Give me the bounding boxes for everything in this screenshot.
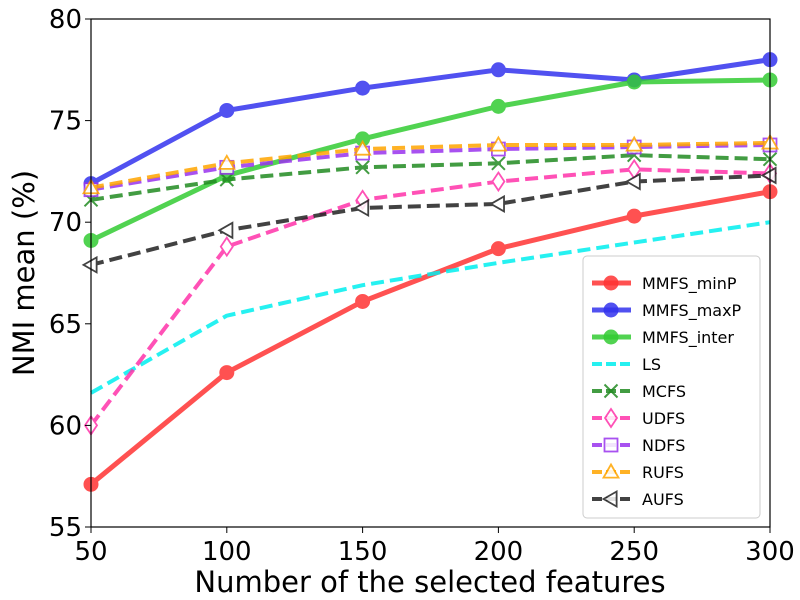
- data-point: [601, 462, 621, 479]
- series-line: [90, 220, 771, 395]
- legend-item: MMFS_minP: [592, 274, 737, 294]
- data-point: [219, 102, 235, 118]
- legend-label: MCFS: [642, 382, 686, 401]
- data-point: [603, 302, 619, 318]
- data-point: [491, 156, 506, 171]
- legend-label: AUFS: [642, 490, 684, 509]
- data-point: [355, 160, 370, 175]
- data-point: [217, 153, 236, 170]
- data-point: [219, 365, 235, 381]
- series-line: [90, 140, 771, 190]
- data-point: [489, 194, 505, 213]
- series-line: [90, 142, 771, 192]
- data-point: [626, 74, 642, 90]
- data-point: [490, 62, 506, 78]
- plot-frame: [90, 18, 771, 528]
- series-line: [89, 77, 771, 243]
- legend-label: RUFS: [642, 463, 684, 482]
- x-tick-label: 300: [745, 537, 795, 567]
- x-tick-label: 50: [74, 537, 107, 567]
- data-point: [490, 241, 506, 257]
- legend-item: NDFS: [592, 436, 685, 455]
- legend-item: UDFS: [592, 407, 685, 429]
- data-point: [81, 255, 98, 274]
- data-point: [603, 383, 619, 399]
- data-point: [219, 172, 235, 187]
- legend-label: MMFS_inter: [642, 328, 734, 348]
- data-point: [489, 135, 508, 152]
- legend-item: RUFS: [592, 462, 684, 482]
- x-tick-label: 100: [202, 537, 252, 567]
- legend-item: MMFS_maxP: [592, 301, 742, 321]
- legend-swatch-marker: [603, 383, 619, 399]
- legend-label: MMFS_maxP: [642, 301, 742, 321]
- data-point: [603, 329, 619, 345]
- legend-swatch-marker: [603, 329, 619, 345]
- x-tick-label: 200: [474, 537, 524, 567]
- x-tick-label: 250: [609, 537, 659, 567]
- x-tick-label: 150: [338, 537, 388, 567]
- legend-item: LS: [592, 355, 661, 374]
- y-tick-label: 80: [49, 5, 82, 35]
- data-point: [355, 293, 371, 309]
- data-point: [219, 235, 234, 258]
- series-line: [90, 153, 771, 202]
- series-layer: [81, 52, 780, 492]
- legend-swatch-marker: [601, 462, 621, 479]
- data-point: [626, 208, 642, 224]
- y-tick-label: 75: [49, 107, 82, 137]
- x-axis-label: Number of the selected features: [194, 565, 665, 599]
- x-axis: 50 100 150 200 250 300: [74, 527, 795, 567]
- data-point: [603, 437, 619, 453]
- data-point: [760, 166, 777, 185]
- data-point: [603, 407, 619, 429]
- data-point: [217, 221, 234, 240]
- data-point: [603, 275, 619, 291]
- legend-swatch-marker: [601, 489, 618, 509]
- data-point: [355, 80, 371, 96]
- legend-swatch-marker: [603, 275, 619, 291]
- data-point: [353, 139, 372, 156]
- data-point: [625, 135, 644, 152]
- series-ls: [90, 220, 771, 395]
- y-tick-label: 65: [49, 310, 82, 340]
- y-tick-label: 60: [49, 411, 82, 441]
- legend-swatch-marker: [603, 407, 619, 429]
- legend-swatch-marker: [603, 437, 619, 453]
- series-aufs: [81, 166, 777, 274]
- legend-item: AUFS: [592, 489, 684, 509]
- series-line: [90, 173, 771, 267]
- y-axis: 55 60 65 70 75 80: [49, 5, 91, 543]
- legend-label: UDFS: [642, 409, 685, 428]
- legend: MMFS_minP MMFS_maxP MMFS_inter LS MCFS UDFS ND…: [582, 255, 761, 519]
- legend-label: NDFS: [642, 436, 685, 455]
- legend-item: MMFS_inter: [592, 328, 734, 348]
- y-axis-label: NMI mean (%): [7, 170, 41, 376]
- legend-box: [582, 255, 761, 519]
- series-line: [89, 57, 771, 186]
- legend-swatch-marker: [603, 302, 619, 318]
- data-point: [491, 170, 506, 193]
- data-point: [353, 198, 370, 218]
- y-tick-label: 55: [49, 513, 82, 543]
- data-point: [624, 172, 641, 191]
- data-point: [601, 489, 618, 509]
- legend-label: LS: [642, 355, 661, 374]
- y-tick-label: 70: [49, 208, 82, 238]
- data-point: [490, 98, 506, 114]
- legend-item: MCFS: [592, 382, 686, 401]
- legend-label: MMFS_minP: [642, 274, 737, 294]
